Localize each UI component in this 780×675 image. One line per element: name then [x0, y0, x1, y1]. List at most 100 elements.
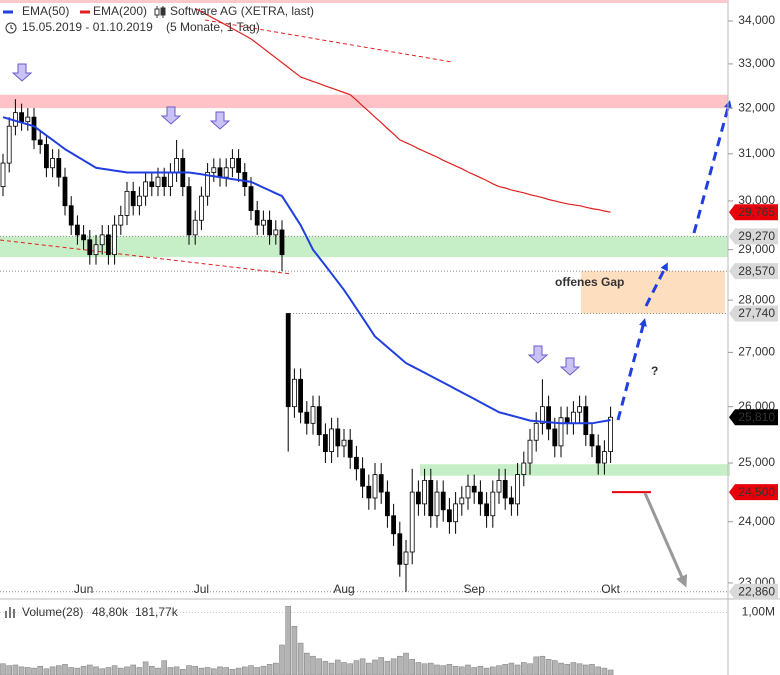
volume-bar	[291, 625, 298, 675]
volume-bar	[87, 664, 93, 675]
candle-body	[329, 428, 335, 452]
x-tick-label: Sep	[464, 582, 486, 596]
down-arrow	[209, 111, 231, 130]
candle-body	[260, 219, 266, 226]
candle-body	[552, 428, 558, 447]
level-label: 29,270	[738, 229, 775, 243]
candle-body	[279, 229, 285, 256]
volume-bar	[55, 665, 62, 675]
candle-body	[577, 406, 582, 413]
volume-bar	[105, 667, 112, 675]
y-tick-label: 33,000	[738, 56, 775, 70]
candle-body	[502, 480, 508, 499]
candle-body	[118, 214, 124, 226]
chart-title: Software AG (XETRA, last)	[170, 4, 314, 18]
y-tick-label: 29,000	[738, 242, 775, 256]
volume-bar	[390, 658, 397, 675]
volume-bar	[223, 667, 229, 675]
candle-body	[453, 503, 459, 523]
x-tick-label: Aug	[333, 582, 354, 596]
candle-body	[236, 158, 242, 173]
volume-bar	[378, 657, 385, 675]
header: Software AG (XETRA, last) 15.05.2019 - 0…	[0, 0, 728, 34]
volume-bar	[465, 664, 471, 675]
candle-body	[223, 167, 229, 178]
level-marker	[729, 409, 778, 426]
candle-body	[6, 125, 12, 164]
volume-bar	[297, 642, 304, 675]
candle-body	[75, 224, 80, 236]
candle-body	[242, 172, 248, 188]
candle-body	[434, 491, 440, 517]
candle-body	[31, 116, 37, 141]
level-markers: 29,765 29,270 28,570 27,740 25,810 24,500 22,8…	[729, 204, 778, 600]
candle-body	[50, 158, 55, 169]
candle-body	[335, 428, 341, 447]
y-tick-label: 32,000	[738, 100, 775, 114]
candle-body	[571, 411, 576, 424]
candle-body	[459, 497, 465, 505]
candle-body	[130, 190, 136, 207]
volume-bar	[186, 665, 192, 675]
volume-bar	[272, 662, 279, 675]
candle-body	[155, 176, 161, 188]
volume-bar	[582, 664, 589, 675]
candle-body	[608, 416, 613, 452]
candle-body	[372, 474, 378, 499]
volume-bar	[192, 665, 198, 675]
volume-bar	[99, 668, 105, 675]
candle-body	[161, 176, 167, 188]
candle-body	[25, 116, 31, 123]
candle-body	[174, 158, 180, 173]
candle-body	[341, 439, 347, 447]
candle-body	[415, 491, 421, 505]
volume-bar	[347, 663, 354, 675]
zone	[420, 464, 730, 476]
volume-bar	[601, 667, 608, 675]
volume-bar	[514, 664, 521, 675]
candle-body	[440, 491, 446, 511]
candle-body	[378, 474, 384, 493]
annotation: ?	[651, 364, 658, 378]
down-arrow	[160, 106, 182, 125]
volume-bar	[161, 660, 167, 675]
volume-bar	[421, 663, 428, 675]
candle-body	[477, 491, 483, 505]
candle-body	[490, 491, 496, 517]
candle-body	[583, 406, 589, 435]
level-label: 25,810	[738, 410, 775, 424]
candle-body	[558, 417, 564, 447]
candle-body	[143, 181, 149, 197]
period: (5 Monate, 1 Tag)	[166, 20, 260, 34]
candle-body	[44, 144, 49, 169]
volume-bar	[316, 658, 323, 675]
level-marker	[729, 228, 778, 245]
volume-bar	[118, 667, 124, 675]
volume-bar	[353, 660, 360, 675]
candles	[0, 99, 613, 592]
volume-bar	[136, 667, 143, 675]
volume-bar	[527, 663, 533, 675]
candle-body	[192, 219, 198, 236]
volume-bar	[496, 665, 502, 675]
volume-bar	[18, 666, 25, 675]
candle-body	[149, 181, 155, 188]
candle-body	[93, 244, 99, 256]
y-tick-label: 25,000	[738, 455, 775, 469]
volume-bar	[539, 655, 546, 675]
volume-bar	[74, 667, 81, 675]
volume-bar	[62, 664, 68, 675]
projection-arrow	[616, 318, 647, 421]
volume-bar	[303, 652, 310, 675]
level-label: 29,765	[738, 205, 775, 219]
volume-title: Volume(28)	[22, 605, 83, 619]
volume-icon	[13, 609, 15, 618]
clock-icon	[5, 22, 17, 34]
candle-body	[167, 172, 173, 188]
candle-body	[602, 451, 607, 464]
candle-body	[112, 224, 117, 256]
volume-bar	[254, 667, 260, 675]
candle-body	[484, 503, 490, 517]
candle-body	[124, 190, 130, 216]
